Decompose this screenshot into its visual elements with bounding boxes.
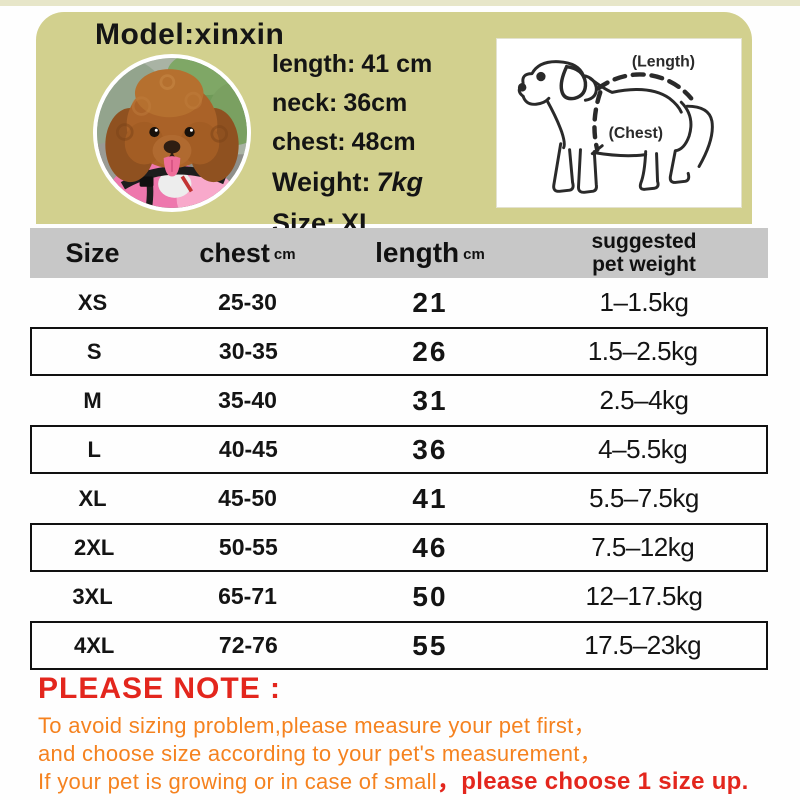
measurement-neck: neck: 36cm (272, 89, 432, 118)
cell-weight: 1–1.5kg (599, 287, 689, 317)
cell-weight: 7.5–12kg (591, 532, 695, 562)
header-length-label: length (375, 237, 460, 268)
cell-size: 3XL (72, 583, 113, 609)
measurement-value: 36cm (343, 89, 408, 117)
model-title: Model:xinxin (95, 18, 285, 51)
cell-chest: 40-45 (218, 436, 278, 462)
header-weight-line1: suggested (591, 230, 697, 253)
size-table-row-l: L 40-45 36 4–5.5kg (30, 425, 768, 474)
cell-weight: 2.5–4kg (599, 385, 689, 415)
size-table-row-xs: XS 25-30 21 1–1.5kg (30, 278, 768, 327)
cell-chest: 25-30 (218, 289, 277, 315)
cell-length: 21 (412, 286, 448, 318)
measurement-label: Weight: (272, 167, 371, 197)
header-weight: suggested pet weight (520, 230, 768, 276)
diagram-length-label: (Length) (632, 54, 695, 71)
cell-size: 4XL (73, 632, 115, 658)
cell-chest: 45-50 (218, 485, 277, 511)
measurement-length: length: 41 cm (272, 50, 432, 79)
size-table-row-m: M 35-40 31 2.5–4kg (30, 376, 768, 425)
note-title: PLEASE NOTE : (38, 672, 282, 705)
model-measurements: length: 41 cm neck: 36cm chest: 48cm Wei… (272, 50, 432, 249)
cell-length: 41 (412, 482, 448, 514)
cell-size: S (86, 338, 102, 364)
cell-length: 46 (412, 531, 448, 563)
note-line-2: and choose size according to your pet's … (38, 741, 602, 766)
cell-weight: 4–5.5kg (598, 434, 688, 464)
cell-size: M (83, 387, 102, 413)
size-table-row-3xl: 3XL 65-71 50 12–17.5kg (30, 572, 768, 621)
header-chest-unit: cm (273, 245, 296, 263)
size-table-row-2xl: 2XL 50-55 46 7.5–12kg (30, 523, 768, 572)
dog-measurement-diagram: (Length) (Chest) (496, 38, 742, 208)
cell-chest: 30-35 (218, 338, 278, 364)
header-size: Size (65, 237, 120, 268)
cell-chest: 35-40 (218, 387, 277, 413)
note-section: PLEASE NOTE : To avoid sizing problem,pl… (38, 672, 778, 797)
note-line-3-orange: If your pet is growing or in case of sma… (38, 769, 437, 794)
note-line-3-red: ，please choose 1 size up. (437, 768, 749, 795)
measurement-value: 7kg (376, 167, 424, 197)
cell-chest: 50-55 (218, 534, 278, 560)
cell-length: 55 (412, 629, 448, 661)
top-edge-strip (0, 0, 800, 6)
model-photo (93, 54, 251, 212)
header-chest: chest cm (155, 238, 340, 269)
note-line-3: If your pet is growing or in case of sma… (38, 769, 778, 794)
cell-size: 2XL (73, 534, 115, 560)
measurement-label: chest: (272, 128, 346, 156)
size-table-header: Size chest cm length cm suggested pet weig… (30, 228, 768, 278)
header-length-unit: cm (463, 246, 485, 263)
measurement-label: neck: (272, 89, 338, 117)
cell-length: 36 (412, 433, 448, 465)
measurement-chest: chest: 48cm (272, 128, 432, 157)
measurement-value: 41 cm (361, 50, 433, 78)
measurement-label: length: (272, 50, 356, 78)
size-table-row-s: S 30-35 26 1.5–2.5kg (30, 327, 768, 376)
cell-weight: 1.5–2.5kg (587, 336, 698, 366)
note-line-1: To avoid sizing problem,please measure y… (38, 713, 596, 738)
size-table-body: XS 25-30 21 1–1.5kg S 30-35 26 1.5–2.5kg M 35-40 3… (30, 278, 768, 670)
measurement-value: 48cm (351, 128, 416, 156)
cell-length: 26 (412, 335, 448, 367)
cell-weight: 17.5–23kg (584, 630, 702, 660)
size-table-row-xl: XL 45-50 41 5.5–7.5kg (30, 474, 768, 523)
measurement-weight: Weight: 7kg (272, 167, 432, 198)
cell-length: 50 (412, 580, 448, 612)
cell-weight: 5.5–7.5kg (589, 483, 699, 513)
header-weight-line2: pet weight (592, 253, 696, 276)
dog-outline-drawing: (Length) (Chest) (517, 54, 714, 194)
cell-chest: 72-76 (218, 632, 278, 658)
cell-chest: 65-71 (218, 583, 277, 609)
cell-size: XL (78, 485, 107, 511)
poodle-photo-illustration (97, 58, 247, 208)
cell-length: 31 (412, 384, 448, 416)
cell-weight: 12–17.5kg (585, 581, 703, 611)
diagram-chest-label: (Chest) (609, 125, 663, 142)
size-table-row-4xl: 4XL 72-76 55 17.5–23kg (30, 621, 768, 670)
header-chest-label: chest (199, 237, 270, 268)
header-length: length cm (340, 237, 520, 269)
cell-size: L (87, 436, 101, 462)
cell-size: XS (77, 289, 108, 315)
